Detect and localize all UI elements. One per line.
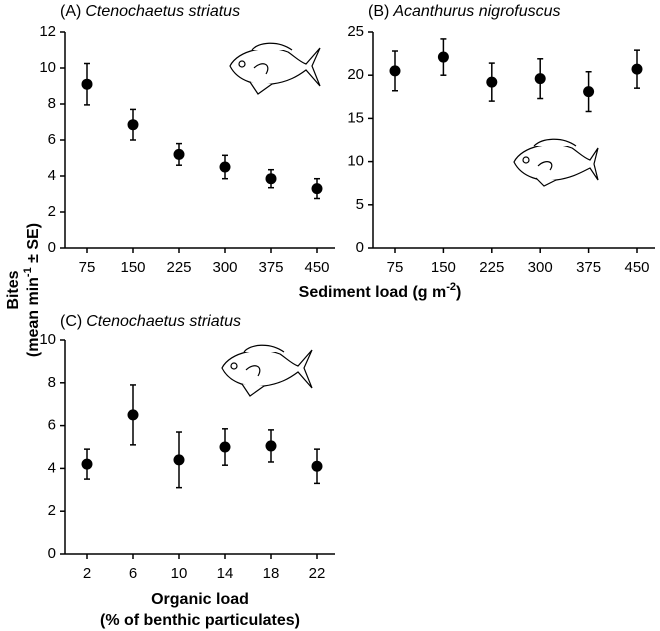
y-tick-label: 0	[356, 239, 364, 256]
y-label-line2: (mean min-1 ± SE)	[22, 223, 42, 357]
y-tick-label: 12	[39, 23, 56, 40]
x-tick-label: 375	[258, 259, 283, 276]
point	[631, 63, 643, 75]
x-tick-label: 2	[83, 565, 91, 582]
y-axis-label: Bites (mean min-1 ± SE)	[5, 223, 42, 357]
point	[311, 460, 323, 472]
x-tick-label: 225	[479, 259, 504, 276]
panel-letter: (B)	[368, 3, 389, 20]
y-tick-label: 0	[48, 239, 56, 256]
x-tick-label: 14	[217, 565, 234, 582]
x-label-tail: )	[456, 284, 461, 301]
species-name: Ctenochaetus striatus	[86, 313, 241, 330]
point	[127, 409, 139, 421]
point	[219, 161, 231, 173]
panel-title: (C) Ctenochaetus striatus	[60, 313, 241, 330]
y-label-main: (mean min	[25, 277, 42, 357]
species-name: Ctenochaetus striatus	[85, 3, 240, 20]
y-tick-label: 8	[48, 95, 56, 112]
point	[437, 51, 449, 63]
x-tick-label: 225	[166, 259, 191, 276]
y-label-line1: Bites	[5, 270, 22, 309]
y-tick-label: 6	[48, 131, 56, 148]
x-tick-label: 75	[79, 259, 96, 276]
y-tick-label: 10	[347, 153, 364, 170]
y-tick-label: 15	[347, 109, 364, 126]
point	[583, 86, 595, 98]
y-tick-label: 5	[356, 196, 364, 213]
x-tick-label: 6	[129, 565, 137, 582]
point	[81, 78, 93, 90]
panel-title: (B) Acanthurus nigrofuscus	[368, 3, 561, 20]
x-tick-label: 450	[624, 259, 649, 276]
y-tick-label: 2	[48, 203, 56, 220]
point	[389, 65, 401, 77]
x-tick-label: 450	[304, 259, 329, 276]
point	[127, 119, 139, 131]
point	[81, 458, 93, 470]
point	[219, 441, 231, 453]
y-tick-label: 2	[48, 502, 56, 519]
fish-icon	[513, 138, 599, 187]
x-tick-label: 300	[212, 259, 237, 276]
y-tick-label: 20	[347, 66, 364, 83]
x-tick-label: 150	[431, 259, 456, 276]
fish-icon	[221, 344, 313, 397]
x-tick-label: 150	[120, 259, 145, 276]
point	[265, 440, 277, 452]
y-tick-label: 10	[39, 331, 56, 348]
x-tick-label: 75	[387, 259, 404, 276]
x-label-main: Sediment load (g m	[299, 284, 447, 301]
point	[534, 73, 546, 85]
y-label-tail: ± SE)	[25, 223, 42, 267]
y-label-sup: -1	[22, 267, 34, 277]
x-tick-label: 375	[576, 259, 601, 276]
point	[173, 454, 185, 466]
y-tick-label: 4	[48, 459, 56, 476]
species-name: Acanthurus nigrofuscus	[392, 3, 560, 20]
y-tick-label: 0	[48, 545, 56, 562]
y-tick-label: 4	[48, 167, 56, 184]
panel-title: (A) Ctenochaetus striatus	[60, 3, 240, 20]
x-tick-label: 10	[171, 565, 188, 582]
x-label-sup: -2	[446, 281, 456, 293]
x-tick-label: 300	[528, 259, 553, 276]
y-tick-label: 25	[347, 23, 364, 40]
fish-icon	[229, 42, 321, 95]
x-axis-label: Sediment load (g m-2)	[299, 281, 462, 301]
point	[265, 173, 277, 185]
y-tick-label: 6	[48, 417, 56, 434]
x-axis-label: (% of benthic particulates)	[100, 612, 300, 629]
point	[486, 76, 498, 88]
panel-letter: (A)	[60, 3, 81, 20]
x-tick-label: 22	[309, 565, 326, 582]
y-tick-label: 10	[39, 59, 56, 76]
x-axis-label: Organic load	[151, 591, 249, 608]
point	[173, 148, 185, 160]
panel-letter: (C)	[60, 313, 82, 330]
y-tick-label: 8	[48, 374, 56, 391]
x-tick-label: 18	[263, 565, 280, 582]
point	[311, 183, 323, 195]
